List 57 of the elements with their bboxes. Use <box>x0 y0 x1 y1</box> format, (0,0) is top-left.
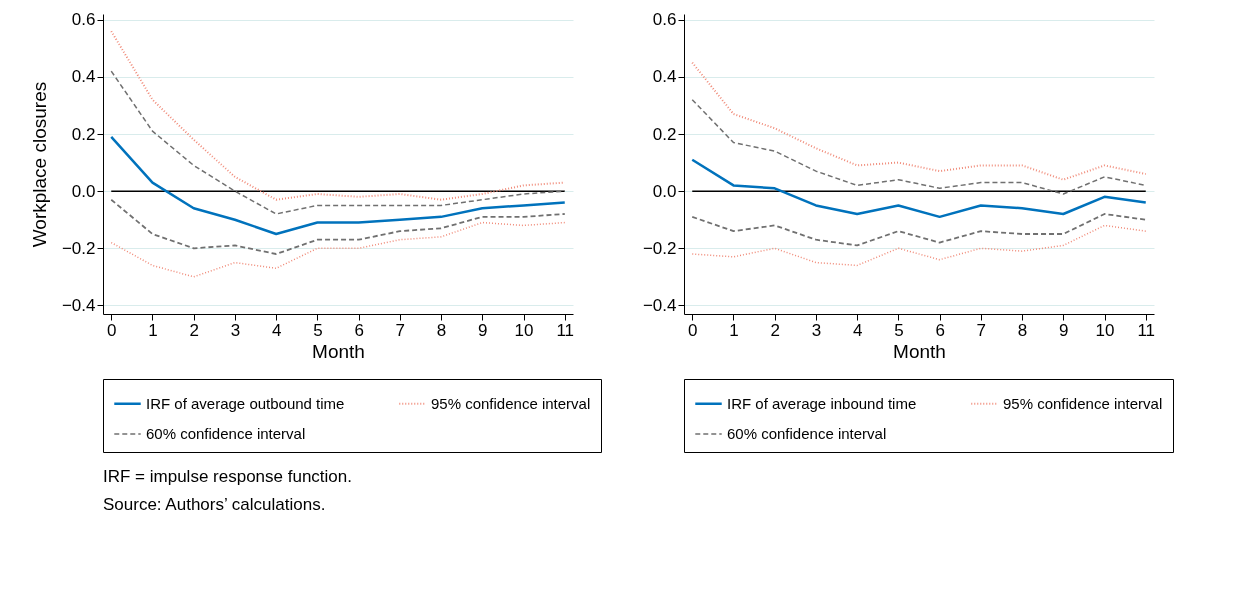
line-series <box>691 213 1147 247</box>
y-tick-label: 0.4 <box>652 67 677 87</box>
line-series <box>110 30 566 201</box>
x-tick-label: 9 <box>478 320 488 340</box>
y-tick-label: 0.4 <box>71 67 96 87</box>
y-tick-label: 0.6 <box>652 10 677 30</box>
x-tick-label: 1 <box>148 320 158 340</box>
line-series <box>110 198 566 255</box>
x-tick-label: 3 <box>230 320 241 340</box>
line-series <box>691 224 1147 267</box>
x-axis-title: Month <box>893 340 946 362</box>
y-tick-label: 0.0 <box>652 181 677 201</box>
x-axis-title: Month <box>312 340 365 362</box>
x-tick-label: 8 <box>1017 320 1028 340</box>
x-tick-label: 7 <box>395 320 406 340</box>
x-tick-label: 9 <box>1059 320 1069 340</box>
y-tick-label: −0.2 <box>61 238 96 258</box>
line-series <box>691 61 1147 181</box>
line-series <box>110 135 566 236</box>
line-series <box>691 98 1147 195</box>
x-tick-label: 4 <box>271 320 282 340</box>
x-tick-label: 5 <box>313 320 323 340</box>
y-tick-label: 0.2 <box>652 124 677 144</box>
x-tick-label: 6 <box>354 320 364 340</box>
x-tick-label: 4 <box>852 320 863 340</box>
legend-label: 95% confidence interval <box>431 394 591 412</box>
legend-label: 95% confidence interval <box>1003 394 1163 412</box>
y-tick-label: −0.4 <box>61 295 96 315</box>
y-tick-label: −0.4 <box>642 295 677 315</box>
y-tick-label: 0.0 <box>71 181 96 201</box>
legend-label: IRF of average inbound time <box>727 394 917 412</box>
line-series <box>110 70 566 215</box>
x-tick-label: 0 <box>688 320 698 340</box>
x-tick-label: 5 <box>894 320 904 340</box>
x-tick-label: 2 <box>770 320 780 340</box>
x-tick-label: 11 <box>1137 320 1156 340</box>
line-series <box>110 221 566 278</box>
x-tick-label: 2 <box>189 320 199 340</box>
x-tick-label: 3 <box>811 320 822 340</box>
x-tick-label: 10 <box>1095 320 1115 340</box>
legend-label: 60% confidence interval <box>727 425 887 442</box>
legend-label: IRF of average outbound time <box>146 394 345 412</box>
x-tick-label: 0 <box>107 320 117 340</box>
y-tick-label: −0.2 <box>642 238 677 258</box>
line-series <box>691 158 1147 219</box>
text: IRF = impulse response function. <box>103 467 352 486</box>
x-tick-label: 7 <box>976 320 987 340</box>
x-tick-label: 1 <box>729 320 739 340</box>
x-tick-label: 8 <box>436 320 447 340</box>
legend-label: 60% confidence interval <box>146 425 306 442</box>
x-tick-label: 10 <box>514 320 534 340</box>
y-tick-label: 0.6 <box>71 10 96 30</box>
x-tick-label: 6 <box>935 320 945 340</box>
y-tick-label: 0.2 <box>71 124 96 144</box>
source-note: Source: Authors’ calculations. <box>103 495 326 514</box>
y-axis-title: Workplace closures <box>28 81 50 248</box>
x-tick-label: 11 <box>556 320 575 340</box>
